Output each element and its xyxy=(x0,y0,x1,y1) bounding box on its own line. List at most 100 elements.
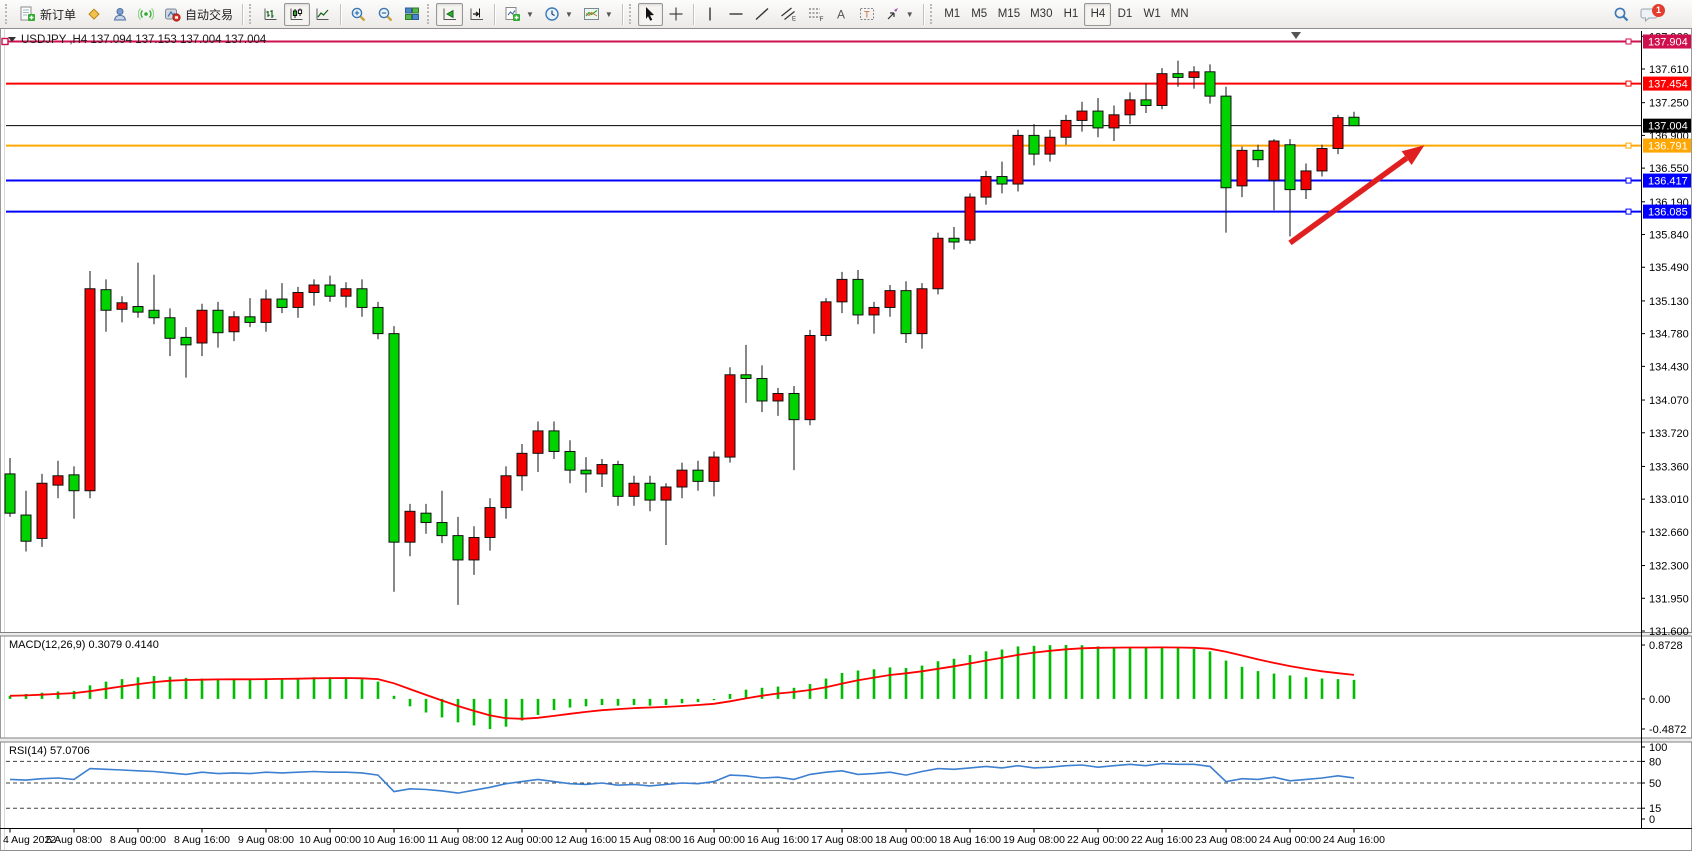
candle-body xyxy=(868,306,880,316)
candle-body xyxy=(84,288,96,492)
chart-shift-marker-icon[interactable] xyxy=(1291,32,1301,39)
timeframe-m15-button[interactable]: M15 xyxy=(993,3,1025,26)
hline-handle[interactable] xyxy=(1625,177,1632,184)
timeframe-m30-button[interactable]: M30 xyxy=(1025,3,1057,26)
signals-button[interactable] xyxy=(133,3,159,26)
rsi-scale-label: 15 xyxy=(1649,803,1661,815)
candle-body xyxy=(1204,71,1216,97)
rsi-label: RSI(14) 57.0706 xyxy=(9,745,90,757)
chart-expand-icon[interactable] xyxy=(8,37,16,42)
horizontal-line-objects[interactable] xyxy=(1,37,1641,215)
ohlc-bars-icon xyxy=(263,6,279,22)
candle-body xyxy=(404,510,416,543)
time-tick-label: 15 Aug 08:00 xyxy=(619,834,681,846)
hline-handle[interactable] xyxy=(1625,80,1632,87)
candle-body xyxy=(900,290,912,335)
chart-shift-button[interactable] xyxy=(463,3,490,26)
vertical-line-tool-button[interactable] xyxy=(698,3,723,26)
autotrading-button[interactable]: 自动交易 xyxy=(159,3,238,26)
fibonacci-tool-button[interactable]: F xyxy=(802,3,829,26)
price-tick-label: 137.610 xyxy=(1649,64,1689,76)
candle-body xyxy=(132,306,144,313)
channel-tool-button[interactable]: E xyxy=(775,3,802,26)
price-tick-label: 135.490 xyxy=(1649,262,1689,274)
cursor-icon xyxy=(643,6,657,22)
pane-separator[interactable] xyxy=(0,632,1692,637)
horizontal-line-tool-button[interactable] xyxy=(723,3,749,26)
tile-windows-button[interactable] xyxy=(399,3,425,26)
toolbar-drag-handle[interactable] xyxy=(427,4,433,24)
pane-separator[interactable] xyxy=(0,738,1692,742)
candle-body xyxy=(852,278,864,316)
text-tool-button[interactable]: A xyxy=(829,3,854,26)
timeframe-w1-button[interactable]: W1 xyxy=(1138,3,1165,26)
templates-button[interactable]: ▼ xyxy=(578,3,618,26)
candle-body xyxy=(116,302,128,310)
community-button[interactable] xyxy=(107,3,133,26)
arrows-tool-button[interactable]: ▼ xyxy=(880,3,919,26)
timeframe-m1-button[interactable]: M1 xyxy=(939,3,966,26)
time-tick-label: 10 Aug 00:00 xyxy=(299,834,361,846)
candle-body xyxy=(180,336,192,346)
search-button[interactable] xyxy=(1608,3,1635,26)
text-label-tool-button[interactable]: T xyxy=(854,3,880,26)
candlestick-chart-button[interactable] xyxy=(284,2,311,26)
candle-body xyxy=(388,333,400,543)
hline-handle[interactable] xyxy=(1625,208,1632,215)
auto-scroll-button[interactable] xyxy=(436,2,464,26)
candle-body xyxy=(1156,73,1168,106)
hline-handle[interactable] xyxy=(1625,142,1632,149)
toolbar: 新订单 自动交易 xyxy=(0,0,1692,29)
macd-scale-label: -0.4872 xyxy=(1649,724,1686,736)
time-tick-label: 12 Aug 16:00 xyxy=(555,834,617,846)
timeframe-h4-button[interactable]: H4 xyxy=(1084,2,1112,26)
svg-text:T: T xyxy=(864,10,870,21)
timeframe-h1-button[interactable]: H1 xyxy=(1057,3,1084,26)
indicators-button[interactable]: ▼ xyxy=(499,3,539,26)
candle-body xyxy=(948,237,960,243)
time-tick-label: 19 Aug 08:00 xyxy=(1003,834,1065,846)
periods-button[interactable]: ▼ xyxy=(539,3,578,26)
toolbar-drag-handle[interactable] xyxy=(628,4,635,24)
toolbar-drag-handle[interactable] xyxy=(929,4,936,24)
candle-body xyxy=(260,298,272,323)
candle-body xyxy=(436,522,448,537)
toolbar-drag-handle[interactable] xyxy=(5,4,11,24)
crosshair-button[interactable] xyxy=(663,3,689,26)
time-tick-label: 10 Aug 16:00 xyxy=(363,834,425,846)
toolbar-drag-handle[interactable] xyxy=(249,4,255,24)
new-order-button[interactable]: 新订单 xyxy=(14,3,81,26)
price-tick-label: 133.010 xyxy=(1649,494,1689,506)
svg-text:137.004: 137.004 xyxy=(1648,121,1688,133)
arrow-annotation[interactable] xyxy=(1288,145,1425,246)
svg-text:E: E xyxy=(792,17,796,23)
metaquotes-button[interactable] xyxy=(81,3,107,26)
candle-body xyxy=(772,392,784,402)
hline-anchor-handle[interactable] xyxy=(1,37,9,46)
zoom-in-button[interactable] xyxy=(345,3,372,26)
line-chart-button[interactable] xyxy=(310,3,336,26)
candle-body xyxy=(932,237,944,290)
price-tick-label: 132.660 xyxy=(1649,527,1689,539)
timeframe-d1-button[interactable]: D1 xyxy=(1111,3,1138,26)
trendline-tool-button[interactable] xyxy=(749,3,775,26)
hline-handle[interactable] xyxy=(1625,38,1632,45)
svg-text:137.904: 137.904 xyxy=(1648,37,1688,49)
candle-body xyxy=(1284,144,1296,191)
candle-body xyxy=(644,482,656,501)
bar-chart-button[interactable] xyxy=(258,3,284,26)
timeframe-m5-button[interactable]: M5 xyxy=(966,3,993,26)
candle-body xyxy=(68,474,80,492)
chart-canvas[interactable]: USDJPY ,H4 137.094 137.153 137.004 137.0… xyxy=(0,29,1692,851)
candle-body xyxy=(228,316,240,333)
notifications-button[interactable]: 1 xyxy=(1635,3,1665,26)
notification-badge: 1 xyxy=(1652,3,1665,17)
candle-body xyxy=(964,196,976,241)
candle-body xyxy=(628,482,640,497)
zoom-out-button[interactable] xyxy=(372,3,399,26)
cursor-button[interactable] xyxy=(637,2,663,26)
arrow-objects-icon xyxy=(885,6,901,22)
candle-body xyxy=(52,475,64,486)
timeframe-mn-button[interactable]: MN xyxy=(1166,3,1194,26)
